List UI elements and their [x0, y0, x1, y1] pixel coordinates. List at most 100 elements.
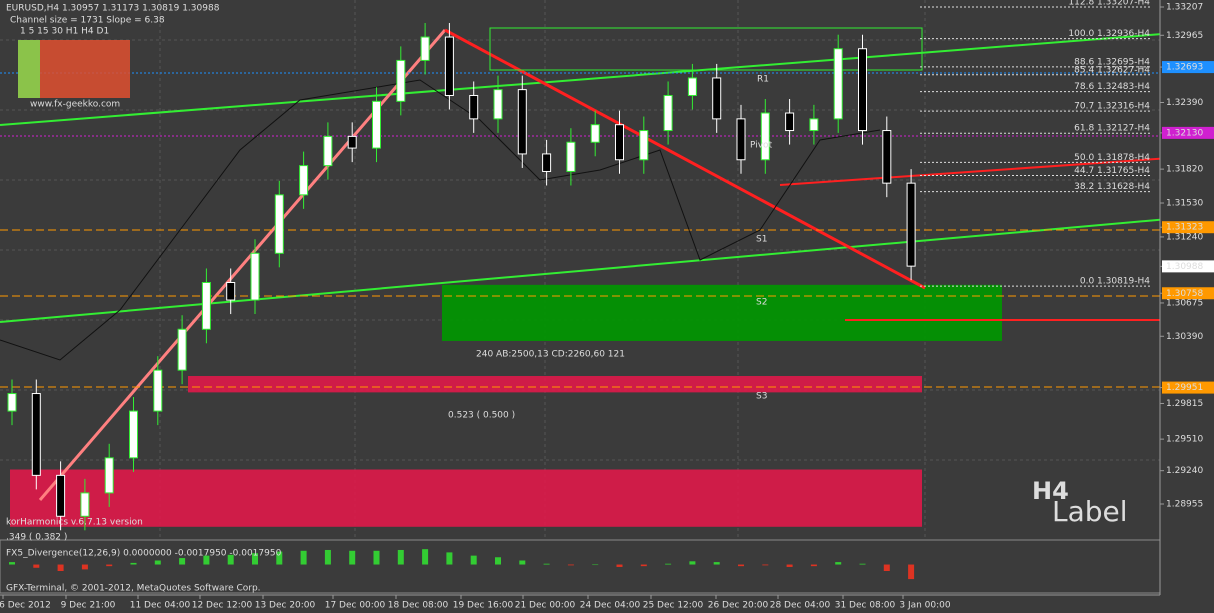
divergence-bar	[665, 563, 672, 565]
price-label: 1.30675	[1166, 298, 1203, 308]
candle-body	[906, 182, 916, 267]
divergence-bar	[57, 564, 64, 572]
time-label: 12 Dec 12:00	[192, 601, 253, 611]
time-label: 24 Dec 04:00	[580, 601, 641, 611]
price-label: 1.32130	[1166, 128, 1203, 138]
indicator-title: FX5_Divergence(12,26,9) 0.0000000 -0.001…	[6, 549, 282, 559]
time-label: 31 Dec 08:00	[835, 601, 896, 611]
channel-info: Channel size = 1731 Slope = 6.38	[10, 16, 165, 26]
candle-body	[542, 153, 552, 172]
price-tag	[1162, 287, 1214, 300]
divergence-bar	[738, 564, 744, 567]
divergence-bar	[324, 549, 331, 565]
candle-body	[31, 393, 41, 476]
divergence-bar	[81, 564, 88, 570]
divergence-bar	[33, 564, 40, 568]
divergence-bar	[179, 558, 186, 565]
price-label: 1.31240	[1166, 232, 1203, 242]
candle-body	[760, 112, 770, 161]
zone	[10, 469, 922, 527]
candle-body	[177, 328, 187, 371]
fib-label: 85.4 1.32627-H4	[1074, 65, 1150, 75]
divergence-bar	[470, 555, 477, 565]
time-label: 25 Dec 12:00	[643, 601, 704, 611]
s2: S2	[756, 298, 767, 308]
divergence-bar	[908, 564, 915, 580]
candle-body	[323, 135, 333, 167]
divergence-bar	[519, 560, 526, 565]
panel	[18, 40, 40, 98]
candle-body	[104, 457, 114, 494]
candle-body	[736, 118, 746, 161]
indicator-window	[0, 539, 1161, 594]
candle-body	[274, 194, 284, 254]
fib-label: 88.6 1.32695-H4	[1074, 57, 1150, 67]
candle-body	[347, 135, 357, 149]
time-label: 13 Dec 20:00	[255, 601, 316, 611]
candle-body	[80, 492, 90, 517]
price-label: 1.31323	[1166, 223, 1203, 233]
candle-body	[493, 89, 503, 120]
candle-body	[372, 100, 381, 149]
fib-label: 0.0 1.30819-H4	[1080, 277, 1150, 287]
s3: S3	[756, 392, 767, 402]
divergence-bar	[713, 562, 720, 565]
price-label: 1.29240	[1166, 466, 1203, 476]
fib-label: 112.8 1.33207-H4	[1068, 0, 1150, 8]
zone	[188, 376, 922, 393]
candle-body	[250, 252, 260, 301]
candle-body	[687, 77, 697, 96]
candle-body	[299, 165, 309, 196]
price-label: 1.29815	[1166, 399, 1203, 409]
time-label: 17 Dec 00:00	[325, 601, 386, 611]
candle-body	[56, 474, 66, 517]
divergence-bar	[883, 564, 890, 572]
fib-label: 78.6 1.32483-H4	[1074, 82, 1150, 92]
candle-body	[833, 48, 843, 120]
divergence-bar	[300, 550, 307, 565]
pivot: Pivot	[750, 141, 773, 151]
time-label: 9 Dec 21:00	[61, 601, 116, 611]
price-label: 1.29510	[1166, 435, 1203, 445]
price-tag	[1162, 260, 1214, 273]
divergence-bar	[106, 564, 113, 567]
time-label: 3 Jan 00:00	[899, 601, 951, 611]
divergence-bar	[397, 549, 404, 565]
price-tag	[1162, 61, 1214, 74]
fib-label: 50.0 1.31878-H4	[1074, 153, 1150, 163]
candle-body	[590, 124, 600, 143]
price-axis-bg	[1160, 0, 1214, 613]
divergence-bar	[422, 549, 429, 565]
candle-body	[566, 141, 576, 172]
fib-label: 70.7 1.32316-H4	[1074, 102, 1150, 112]
candle-body	[882, 130, 892, 184]
price-label: 1.32390	[1166, 98, 1203, 108]
candle-body	[663, 94, 673, 132]
price-label: 1.32965	[1166, 31, 1203, 41]
divergence-bar	[543, 563, 550, 565]
price-tag	[1162, 221, 1214, 234]
candle-body	[396, 59, 406, 102]
ratio: 0.523 ( 0.500 )	[448, 411, 515, 421]
divergence-bar	[640, 564, 647, 567]
divergence-bar	[859, 563, 866, 565]
time-label: 26 Dec 20:00	[708, 601, 769, 611]
price-label: 1.30988	[1166, 262, 1203, 272]
version: korHarmonics v.6.7.13 version	[6, 518, 143, 528]
zone	[442, 284, 1002, 341]
candle-body	[444, 36, 454, 96]
ratio: .349 ( 0.382 )	[6, 533, 67, 543]
price-label: 1.29951	[1166, 383, 1203, 393]
divergence-bar	[349, 550, 356, 565]
divergence-bar	[495, 557, 501, 565]
divergence-bar	[592, 564, 599, 566]
price-label: 1.30390	[1166, 332, 1203, 342]
label: Label	[1052, 495, 1128, 528]
candle-body	[809, 118, 819, 132]
candle-body	[785, 112, 795, 132]
price-label: 1.32693	[1166, 63, 1203, 73]
divergence-bar	[373, 550, 380, 565]
time-label: 28 Dec 04:00	[770, 601, 831, 611]
time-label: 11 Dec 04:00	[130, 601, 191, 611]
